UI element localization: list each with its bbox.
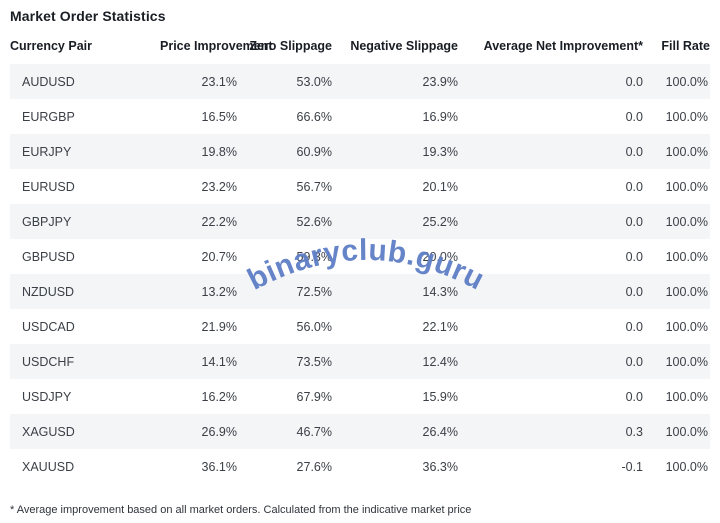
value-cell: 60.9% (296, 144, 332, 159)
value-cell: 53.0% (296, 74, 332, 89)
value-cell: 36.1% (201, 459, 237, 474)
value-cell: 23.2% (201, 179, 237, 194)
currency-pair-cell: USDJPY (22, 389, 72, 404)
column-header: Currency Pair (10, 39, 92, 53)
value-cell: 25.2% (422, 214, 458, 229)
column-header: Negative Slippage (350, 39, 458, 53)
table-row: NZDUSD 13.2% 72.5% 14.3% 0.0 100.0% (10, 274, 710, 309)
footnote: * Average improvement based on all marke… (10, 504, 472, 516)
value-cell: 23.9% (422, 74, 458, 89)
value-cell: 14.3% (422, 284, 458, 299)
value-cell: 20.7% (201, 249, 237, 264)
currency-pair-cell: XAUUSD (22, 459, 75, 474)
table-row: GBPUSD 20.7% 59.3% 20.0% 0.0 100.0% (10, 239, 710, 274)
value-cell: 73.5% (296, 354, 332, 369)
value-cell: 72.5% (296, 284, 332, 299)
column-header: Fill Rate (661, 39, 710, 53)
stats-table: Currency Pair Price Improvement Zero Slipp… (10, 30, 710, 484)
value-cell: 23.1% (201, 74, 237, 89)
currency-pair-cell: USDCHF (22, 354, 75, 369)
value-cell: 100.0% (665, 179, 708, 194)
value-cell: 56.7% (296, 179, 332, 194)
table-row: XAGUSD 26.9% 46.7% 26.4% 0.3 100.0% (10, 414, 710, 449)
value-cell: 52.6% (296, 214, 332, 229)
value-cell: 100.0% (665, 284, 708, 299)
currency-pair-cell: USDCAD (22, 319, 75, 334)
value-cell: 59.3% (296, 249, 332, 264)
value-cell: 56.0% (296, 319, 332, 334)
table-row: XAUUSD 36.1% 27.6% 36.3% -0.1 100.0% (10, 449, 710, 484)
value-cell: 100.0% (665, 354, 708, 369)
value-cell: 100.0% (665, 214, 708, 229)
currency-pair-cell: AUDUSD (22, 74, 75, 89)
value-cell: 16.9% (422, 109, 458, 124)
table-row: EURJPY 19.8% 60.9% 19.3% 0.0 100.0% (10, 134, 710, 169)
value-cell: 16.5% (201, 109, 237, 124)
value-cell: 0.0 (625, 179, 643, 194)
value-cell: 100.0% (665, 424, 708, 439)
table-row: GBPJPY 22.2% 52.6% 25.2% 0.0 100.0% (10, 204, 710, 239)
value-cell: 26.9% (201, 424, 237, 439)
value-cell: 20.1% (422, 179, 458, 194)
value-cell: 0.0 (625, 214, 643, 229)
value-cell: 15.9% (422, 389, 458, 404)
value-cell: 19.8% (201, 144, 237, 159)
value-cell: 13.2% (201, 284, 237, 299)
value-cell: 0.0 (625, 389, 643, 404)
currency-pair-cell: EURUSD (22, 179, 75, 194)
value-cell: 12.4% (422, 354, 458, 369)
value-cell: -0.1 (621, 459, 643, 474)
table-row: USDJPY 16.2% 67.9% 15.9% 0.0 100.0% (10, 379, 710, 414)
value-cell: 100.0% (665, 74, 708, 89)
value-cell: 26.4% (422, 424, 458, 439)
value-cell: 100.0% (665, 249, 708, 264)
value-cell: 0.0 (625, 354, 643, 369)
value-cell: 19.3% (422, 144, 458, 159)
page-title: Market Order Statistics (10, 8, 166, 24)
table-row: AUDUSD 23.1% 53.0% 23.9% 0.0 100.0% (10, 64, 710, 99)
value-cell: 0.0 (625, 284, 643, 299)
table-body: AUDUSD 23.1% 53.0% 23.9% 0.0 100.0% EURGBP 16.5… (10, 64, 710, 484)
currency-pair-cell: EURJPY (22, 144, 72, 159)
column-header: Zero Slippage (249, 39, 332, 53)
value-cell: 21.9% (201, 319, 237, 334)
currency-pair-cell: GBPUSD (22, 249, 75, 264)
value-cell: 22.2% (201, 214, 237, 229)
column-header: Average Net Improvement* (483, 39, 643, 53)
value-cell: 0.0 (625, 109, 643, 124)
value-cell: 100.0% (665, 389, 708, 404)
value-cell: 100.0% (665, 109, 708, 124)
value-cell: 66.6% (296, 109, 332, 124)
value-cell: 0.0 (625, 319, 643, 334)
table-row: USDCAD 21.9% 56.0% 22.1% 0.0 100.0% (10, 309, 710, 344)
value-cell: 36.3% (422, 459, 458, 474)
table-row: EURGBP 16.5% 66.6% 16.9% 0.0 100.0% (10, 99, 710, 134)
table-row: USDCHF 14.1% 73.5% 12.4% 0.0 100.0% (10, 344, 710, 379)
value-cell: 0.0 (625, 144, 643, 159)
value-cell: 100.0% (665, 144, 708, 159)
value-cell: 0.0 (625, 74, 643, 89)
value-cell: 67.9% (296, 389, 332, 404)
value-cell: 22.1% (422, 319, 458, 334)
value-cell: 46.7% (296, 424, 332, 439)
value-cell: 27.6% (296, 459, 332, 474)
value-cell: 100.0% (665, 319, 708, 334)
table-header: Currency Pair Price Improvement Zero Slipp… (10, 30, 710, 64)
value-cell: 100.0% (665, 459, 708, 474)
value-cell: 14.1% (201, 354, 237, 369)
column-header: Price Improvement (160, 39, 273, 53)
table-row: EURUSD 23.2% 56.7% 20.1% 0.0 100.0% (10, 169, 710, 204)
value-cell: 20.0% (422, 249, 458, 264)
currency-pair-cell: NZDUSD (22, 284, 75, 299)
value-cell: 0.3 (625, 424, 643, 439)
header-row: Currency Pair Price Improvement Zero Slipp… (10, 30, 710, 64)
currency-pair-cell: EURGBP (22, 109, 75, 124)
currency-pair-cell: GBPJPY (22, 214, 72, 229)
value-cell: 0.0 (625, 249, 643, 264)
value-cell: 16.2% (201, 389, 237, 404)
currency-pair-cell: XAGUSD (22, 424, 75, 439)
